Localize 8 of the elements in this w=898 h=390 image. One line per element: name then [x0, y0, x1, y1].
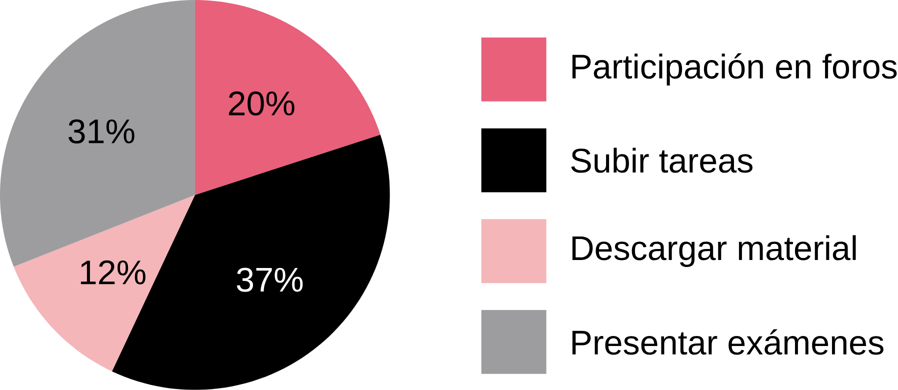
data-label: 31% — [68, 119, 134, 144]
legend-label: Descargar material — [572, 235, 856, 268]
data-label: 20% — [228, 91, 294, 116]
legend-label: Subir tareas — [571, 148, 752, 173]
data-label: 12% — [80, 260, 146, 284]
legend-label: Participación en foros — [572, 53, 897, 86]
data-label: 37% — [236, 268, 303, 292]
legend-label: Presentar exámenes — [572, 329, 884, 355]
